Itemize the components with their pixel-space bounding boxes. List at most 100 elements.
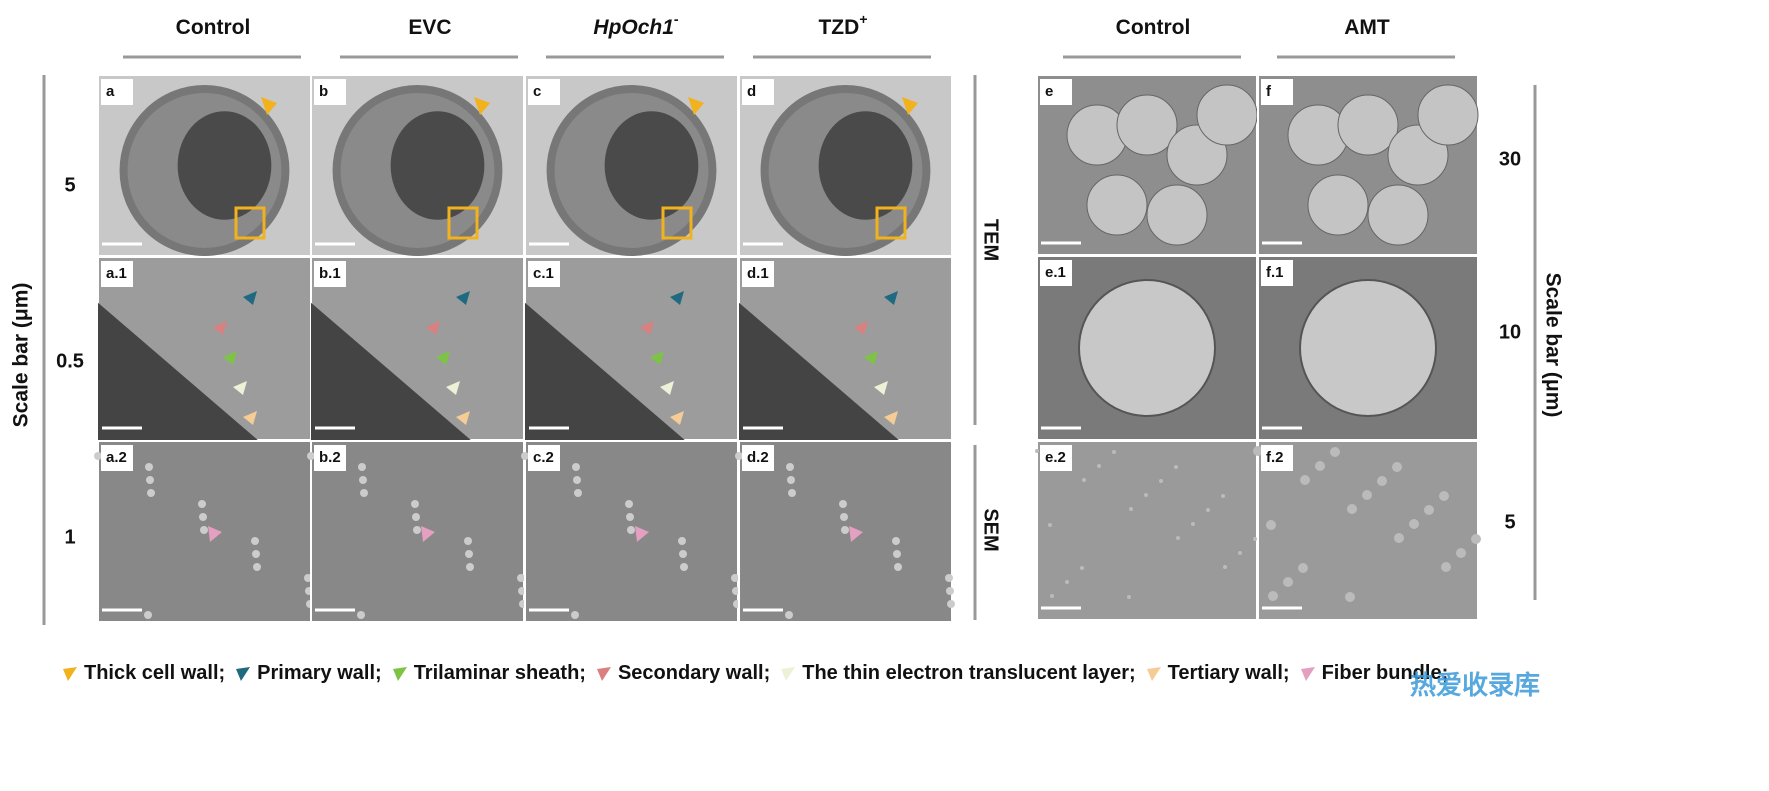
texture [413,526,421,534]
panel-label: c.1 [533,265,554,282]
texture [1456,548,1466,558]
texture [1392,462,1402,472]
texture [1471,534,1481,544]
scale-value: 30 [1499,148,1521,170]
texture [411,500,419,508]
panel-label: c.2 [533,449,554,466]
panel-bg [1036,440,1258,621]
texture [1409,519,1419,529]
column-header: HpOch1- [593,11,679,39]
spore [1196,84,1258,146]
arrowhead [223,351,237,365]
image-panel: e.1 [1036,255,1258,441]
arrowhead [884,411,898,425]
legend-item: Fiber bundle; [1300,662,1449,685]
image-panel: b.1 [310,256,525,441]
arrowhead [854,321,868,335]
header-text: Control [176,16,251,39]
texture [1127,595,1131,599]
wall [739,302,899,440]
zoom-box [234,206,266,240]
image-panel: b.2 [307,440,527,623]
label-bg [314,445,346,471]
texture [1174,465,1178,469]
texture [1298,563,1308,573]
texture [1283,577,1293,587]
scale-value: 5 [64,174,75,196]
spore [1307,174,1369,236]
texture [146,476,154,484]
legend-label: Fiber bundle; [1321,662,1449,684]
spore [1367,184,1429,246]
legend-label: Tertiary wall; [1167,662,1290,684]
header-sup: + [859,11,867,27]
texture [359,476,367,484]
label-bg [101,261,133,287]
arrowhead [884,291,898,305]
texture [521,452,529,460]
texture [1345,592,1355,602]
texture [1330,447,1340,457]
texture [893,550,901,558]
column-header: TZD+ [818,11,867,39]
texture [1035,449,1039,453]
spore [1417,84,1479,146]
image-panel: e [1036,74,1258,256]
zoom-box [661,206,693,240]
legend-label: The thin electron translucent layer; [802,662,1136,684]
legend-item: Tertiary wall; [1146,662,1290,685]
cell-inner [604,111,699,220]
texture [1238,551,1242,555]
texture [464,537,472,545]
panel-label: b.2 [319,449,341,466]
panel-label: e [1045,83,1053,100]
texture [1315,461,1325,471]
image-panel: c [524,74,739,257]
image-panel: f.1 [1257,255,1479,441]
texture [144,611,152,619]
image-panel: c.2 [521,440,741,623]
label-bg [314,79,346,105]
arrowhead [650,351,664,365]
texture [731,574,739,582]
texture [145,463,153,471]
arrowhead [660,381,674,395]
scale-value: 10 [1499,321,1521,343]
cell-inner [177,111,272,220]
arrowhead [640,321,654,335]
arrowhead [213,321,227,335]
arrowhead [421,526,435,542]
spore [1299,279,1437,417]
texture [1050,594,1054,598]
header-text: AMT [1344,16,1390,39]
label-bg [1261,260,1293,286]
arrowhead [902,97,918,115]
image-panel: d.1 [738,256,953,441]
label-bg [1040,445,1072,471]
texture [1144,493,1148,497]
panel-label: b.1 [319,265,341,282]
legend-marker [1300,666,1315,681]
arrowhead [635,526,649,542]
texture [1362,490,1372,500]
arrowhead [233,381,247,395]
panel-label: f.1 [1266,264,1284,281]
texture [892,537,900,545]
texture [200,526,208,534]
image-panel: a.1 [97,256,312,441]
panel-label: a.2 [106,449,127,466]
texture [947,600,955,608]
legend-marker [63,666,77,681]
cell-inner [818,111,913,220]
panel-label: b [319,83,328,100]
texture [627,526,635,534]
wall [98,302,258,440]
panel-label: a.1 [106,265,127,282]
texture [680,563,688,571]
texture [946,587,954,595]
texture [1300,475,1310,485]
texture [517,574,525,582]
legend-item: Secondary wall; [596,662,770,685]
texture [1097,464,1101,468]
